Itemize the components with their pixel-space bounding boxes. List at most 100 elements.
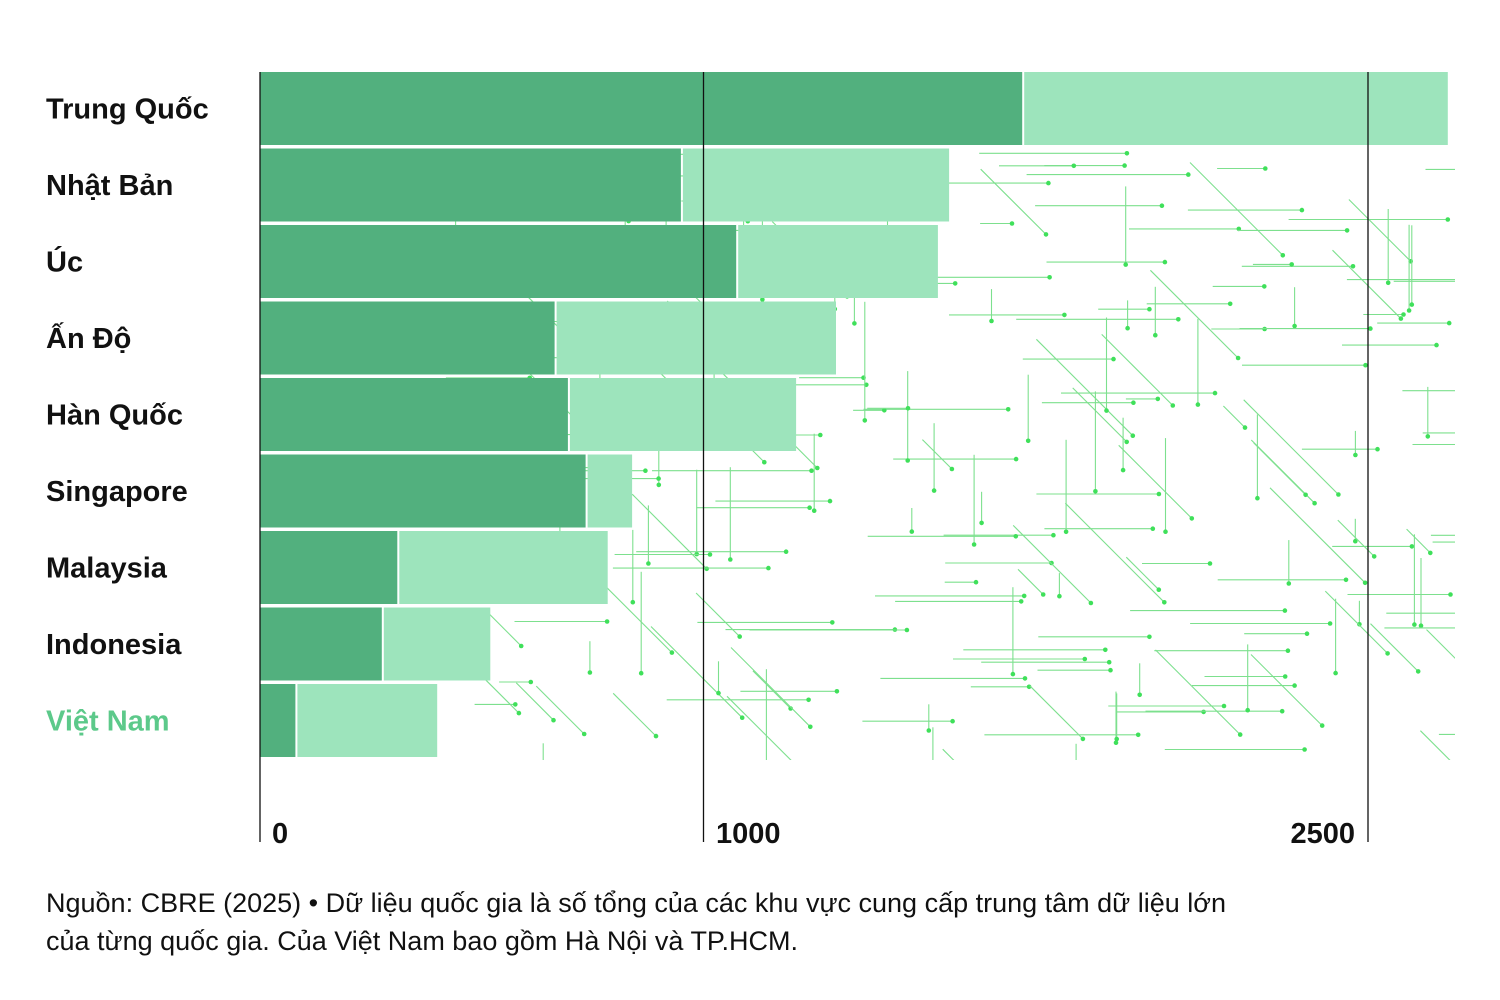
category-labels: Trung Quốc Nhật Bản Úc Ấn Độ Hàn Quốc Singapo… bbox=[46, 94, 209, 738]
circuit-dot bbox=[1221, 703, 1227, 709]
circuit-dot bbox=[1159, 203, 1165, 208]
circuit-dot bbox=[1312, 500, 1317, 506]
category-label: Singapore bbox=[46, 476, 188, 508]
circuit-dot bbox=[1021, 593, 1027, 599]
circuit-dot bbox=[1130, 433, 1136, 439]
bar-segment-light bbox=[738, 225, 938, 298]
circuit-dot bbox=[1212, 390, 1218, 396]
circuit-dot bbox=[1062, 312, 1067, 318]
bar-segment-light bbox=[383, 607, 491, 681]
circuit-dot bbox=[1343, 577, 1349, 583]
circuit-dot bbox=[1047, 275, 1052, 280]
tick-label: 0 bbox=[272, 818, 288, 850]
circuit-dot bbox=[1319, 723, 1325, 728]
circuit-dot bbox=[1093, 489, 1098, 494]
circuit-trace bbox=[535, 685, 585, 735]
circuit-dot bbox=[904, 627, 910, 633]
circuit-dot bbox=[1282, 674, 1288, 679]
bar-segment-dark bbox=[260, 607, 382, 681]
circuit-dot bbox=[1362, 580, 1368, 586]
circuit-dot bbox=[1201, 709, 1206, 715]
circuit-dot bbox=[931, 488, 937, 493]
circuit-dot bbox=[950, 718, 955, 724]
circuit-dot bbox=[1344, 228, 1350, 233]
circuit-dot bbox=[1162, 600, 1167, 605]
circuit-dot bbox=[581, 731, 587, 737]
tick-label: 2500 bbox=[1290, 818, 1355, 850]
circuit-dot bbox=[716, 690, 721, 696]
circuit-dot bbox=[1263, 166, 1268, 171]
circuit-dot bbox=[587, 670, 593, 675]
circuit-dot bbox=[1186, 172, 1191, 177]
circuit-dot bbox=[989, 318, 994, 324]
circuit-dot bbox=[1207, 561, 1213, 566]
circuit-dot bbox=[1289, 262, 1294, 267]
circuit-dot bbox=[528, 679, 534, 685]
circuit-dot bbox=[1445, 217, 1451, 222]
circuit-dot bbox=[1486, 796, 1491, 801]
bar-segment-dark bbox=[260, 72, 1023, 145]
circuit-dot bbox=[1446, 320, 1452, 326]
circuit-trace bbox=[730, 647, 811, 728]
circuit-dot bbox=[830, 620, 835, 625]
circuit-dot bbox=[1409, 544, 1415, 549]
circuit-dot bbox=[1425, 434, 1431, 439]
circuit-trace bbox=[752, 670, 791, 709]
circuit-dot bbox=[1428, 550, 1433, 556]
circuit-trace bbox=[695, 592, 741, 637]
circuit-dot bbox=[1153, 332, 1158, 338]
circuit-trace bbox=[1072, 387, 1128, 443]
circuit-dot bbox=[1235, 355, 1241, 361]
circuit-trace bbox=[1420, 730, 1451, 760]
circuit-dot bbox=[808, 724, 813, 730]
circuit-dot bbox=[1385, 280, 1391, 286]
bar-segment-dark bbox=[260, 454, 586, 528]
circuit-dot bbox=[1285, 648, 1291, 653]
bar-segment-light bbox=[682, 148, 950, 222]
circuit-trace bbox=[1150, 269, 1239, 359]
circuit-dot bbox=[1282, 608, 1288, 613]
circuit-dot bbox=[669, 650, 675, 655]
circuit-dot bbox=[1336, 492, 1341, 497]
circuit-dot bbox=[1357, 622, 1362, 627]
circuit-dot bbox=[1495, 442, 1500, 447]
circuit-dot bbox=[1120, 467, 1126, 473]
tick-label: 1000 bbox=[716, 818, 781, 850]
circuit-dot bbox=[1137, 692, 1142, 698]
circuit-dot bbox=[1040, 592, 1046, 597]
circuit-dot bbox=[513, 702, 518, 707]
circuit-dot bbox=[653, 733, 659, 739]
footnote: Nguồn: CBRE (2025) • Dữ liệu quốc gia là… bbox=[46, 884, 1466, 960]
circuit-dot bbox=[1409, 302, 1415, 307]
circuit-dot bbox=[1242, 425, 1248, 430]
circuit-dot bbox=[1034, 840, 1039, 845]
circuit-dot bbox=[931, 766, 936, 771]
circuit-dot bbox=[1162, 259, 1168, 265]
circuit-dot bbox=[704, 566, 709, 572]
circuit-dot bbox=[764, 764, 769, 769]
circuit-dot bbox=[1170, 403, 1176, 408]
category-label: Hàn Quốc bbox=[46, 400, 183, 432]
circuit-dot bbox=[630, 599, 636, 605]
circuit-dot bbox=[1071, 163, 1077, 169]
circuit-trace bbox=[1064, 502, 1165, 603]
circuit-dot bbox=[1195, 402, 1201, 407]
circuit-dot bbox=[1018, 599, 1024, 604]
circuit-dot bbox=[638, 670, 644, 676]
circuit-trace bbox=[726, 695, 792, 760]
bar-segment-dark bbox=[260, 378, 568, 451]
circuit-trace bbox=[1337, 519, 1375, 557]
circuit-dot bbox=[1025, 438, 1031, 444]
circuit-dot bbox=[737, 634, 742, 639]
circuit-dot bbox=[1448, 592, 1453, 597]
circuit-dot bbox=[1286, 581, 1292, 586]
circuit-dot bbox=[1279, 708, 1285, 714]
circuit-dot bbox=[783, 549, 789, 554]
circuit-dot bbox=[1074, 840, 1079, 845]
circuit-trace bbox=[515, 682, 554, 721]
circuit-dot bbox=[762, 459, 767, 465]
bar-segment-light bbox=[556, 301, 836, 375]
circuit-dot bbox=[1022, 676, 1028, 681]
bar-segment-light bbox=[297, 684, 438, 757]
circuit-dot bbox=[1237, 732, 1243, 737]
